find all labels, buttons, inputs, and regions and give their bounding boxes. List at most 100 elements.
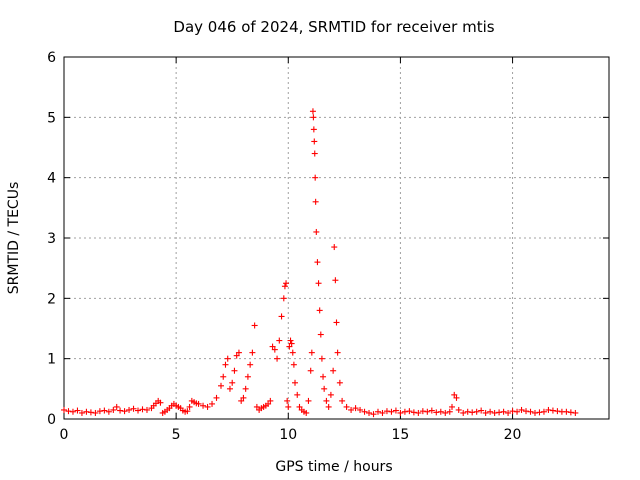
data-point bbox=[157, 399, 164, 406]
data-point bbox=[311, 150, 318, 157]
data-point bbox=[186, 403, 193, 410]
data-point bbox=[233, 352, 240, 359]
data-point bbox=[92, 409, 99, 416]
data-point bbox=[332, 277, 339, 284]
x-tick-label: 10 bbox=[279, 427, 297, 443]
data-point bbox=[269, 343, 276, 350]
data-point bbox=[415, 409, 422, 416]
data-point bbox=[352, 405, 359, 412]
y-tick-label: 2 bbox=[47, 291, 56, 307]
data-point bbox=[370, 411, 377, 418]
data-point bbox=[87, 409, 94, 416]
data-point bbox=[311, 138, 318, 145]
data-point bbox=[265, 400, 272, 407]
data-point bbox=[379, 409, 386, 416]
data-point bbox=[446, 408, 453, 415]
data-point bbox=[274, 355, 281, 362]
data-point bbox=[330, 367, 337, 374]
data-point bbox=[437, 408, 444, 415]
data-point bbox=[496, 409, 503, 416]
data-point bbox=[101, 407, 108, 414]
data-point bbox=[121, 408, 128, 415]
data-point bbox=[383, 408, 390, 415]
data-point bbox=[69, 408, 76, 415]
data-point bbox=[184, 408, 191, 415]
y-tick-label: 6 bbox=[47, 50, 56, 66]
data-point bbox=[285, 403, 292, 410]
data-point bbox=[289, 349, 296, 356]
data-point bbox=[320, 373, 327, 380]
data-point bbox=[442, 409, 449, 416]
data-point bbox=[392, 407, 399, 414]
data-point bbox=[388, 408, 395, 415]
data-point bbox=[527, 408, 534, 415]
data-point bbox=[433, 409, 440, 416]
data-point bbox=[451, 391, 458, 398]
gridlines bbox=[64, 57, 609, 419]
data-point bbox=[224, 355, 231, 362]
data-point bbox=[280, 295, 287, 302]
data-point bbox=[464, 408, 471, 415]
data-point bbox=[318, 355, 325, 362]
data-point bbox=[271, 346, 278, 353]
data-point bbox=[217, 382, 224, 389]
data-point bbox=[455, 406, 462, 413]
data-point bbox=[491, 409, 498, 416]
data-point bbox=[307, 367, 314, 374]
data-point bbox=[286, 343, 293, 350]
data-point bbox=[514, 408, 521, 415]
data-point bbox=[287, 337, 294, 344]
data-point bbox=[281, 283, 288, 290]
data-point bbox=[316, 307, 323, 314]
data-point bbox=[549, 407, 556, 414]
data-point bbox=[226, 385, 233, 392]
data-point bbox=[278, 313, 285, 320]
data-point bbox=[460, 409, 467, 416]
data-point bbox=[200, 402, 207, 409]
data-point bbox=[65, 408, 72, 415]
data-point bbox=[313, 228, 320, 235]
data-point bbox=[321, 385, 328, 392]
data-point bbox=[249, 349, 256, 356]
data-point bbox=[469, 409, 476, 416]
y-tick-label: 5 bbox=[47, 110, 56, 126]
data-point bbox=[143, 406, 150, 413]
data-point bbox=[314, 259, 321, 266]
data-point bbox=[309, 108, 316, 115]
data-point bbox=[296, 403, 303, 410]
data-points bbox=[61, 108, 579, 418]
data-point bbox=[312, 174, 319, 181]
data-point bbox=[563, 408, 570, 415]
data-point bbox=[523, 408, 530, 415]
data-point bbox=[331, 244, 338, 251]
data-point bbox=[117, 407, 124, 414]
data-point bbox=[283, 280, 290, 287]
data-point bbox=[572, 409, 579, 416]
data-point bbox=[333, 319, 340, 326]
y-tick-label: 4 bbox=[47, 171, 56, 187]
data-point bbox=[105, 408, 112, 415]
data-point bbox=[276, 337, 283, 344]
data-point bbox=[473, 408, 480, 415]
data-point bbox=[308, 349, 315, 356]
data-point bbox=[323, 397, 330, 404]
data-point bbox=[325, 403, 332, 410]
x-tick-label: 15 bbox=[392, 427, 410, 443]
data-point bbox=[397, 409, 404, 416]
data-point bbox=[505, 409, 512, 416]
data-point bbox=[509, 408, 516, 415]
data-point bbox=[336, 379, 343, 386]
y-tick-label: 1 bbox=[47, 352, 56, 368]
data-point bbox=[213, 394, 220, 401]
data-point bbox=[83, 408, 90, 415]
data-point bbox=[317, 331, 324, 338]
data-point bbox=[327, 391, 334, 398]
data-point bbox=[303, 409, 310, 416]
data-point bbox=[428, 407, 435, 414]
data-point bbox=[61, 406, 67, 413]
data-point bbox=[222, 361, 229, 368]
data-point bbox=[139, 406, 146, 413]
data-point bbox=[96, 408, 103, 415]
data-point bbox=[294, 391, 301, 398]
data-point bbox=[240, 394, 247, 401]
